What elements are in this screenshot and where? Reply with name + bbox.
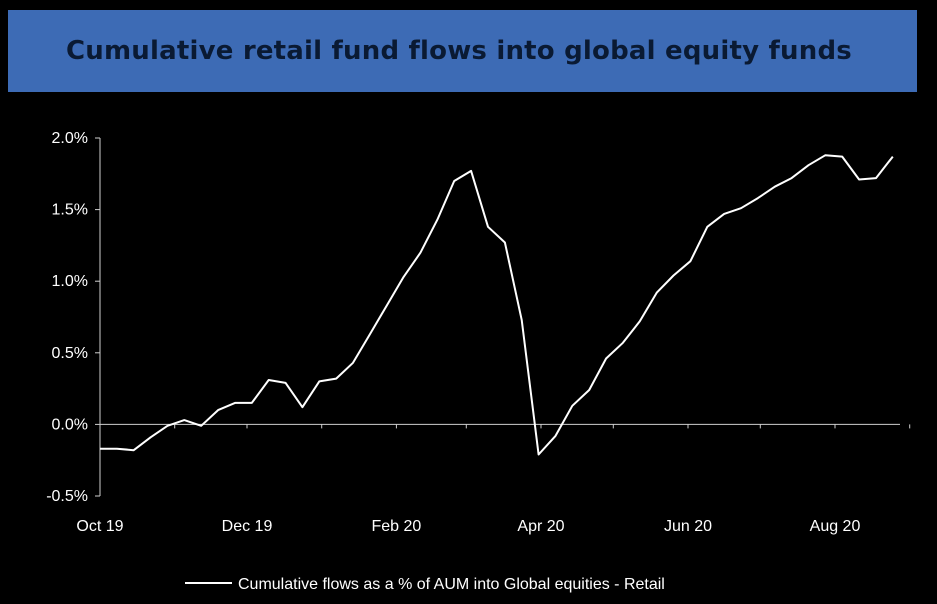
x-tick-label: Apr 20: [517, 518, 564, 535]
y-tick-label: -0.5%: [46, 488, 88, 505]
x-tick-label: Jun 20: [664, 518, 712, 535]
x-tick-label: Oct 19: [76, 518, 123, 535]
x-tick-labels: Oct 19 Dec 19 Feb 20 Apr 20 Jun 20 Aug 20: [76, 424, 911, 535]
y-tick-labels: 2.0% 1.5% 1.0% 0.5% 0.0% -0.5%: [46, 130, 100, 505]
chart-axes: [99, 138, 900, 496]
y-tick-label: 2.0%: [52, 130, 88, 147]
x-tick-label: Aug 20: [810, 518, 861, 535]
series-lines: [100, 154, 894, 456]
x-tick-label: Feb 20: [372, 518, 422, 535]
y-tick-label: 0.5%: [52, 345, 88, 362]
y-tick-label: 0.0%: [52, 416, 88, 433]
legend: Cumulative flows as a % of AUM into Glob…: [185, 576, 665, 593]
legend-label: Cumulative flows as a % of AUM into Glob…: [238, 576, 665, 593]
y-tick-label: 1.5%: [52, 202, 88, 219]
series-line: [100, 154, 894, 456]
x-tick-label: Dec 19: [222, 518, 273, 535]
y-tick-label: 1.0%: [52, 273, 88, 290]
title-band: Cumulative retail fund flows into global…: [8, 10, 917, 92]
chart-title: Cumulative retail fund flows into global…: [66, 36, 852, 66]
